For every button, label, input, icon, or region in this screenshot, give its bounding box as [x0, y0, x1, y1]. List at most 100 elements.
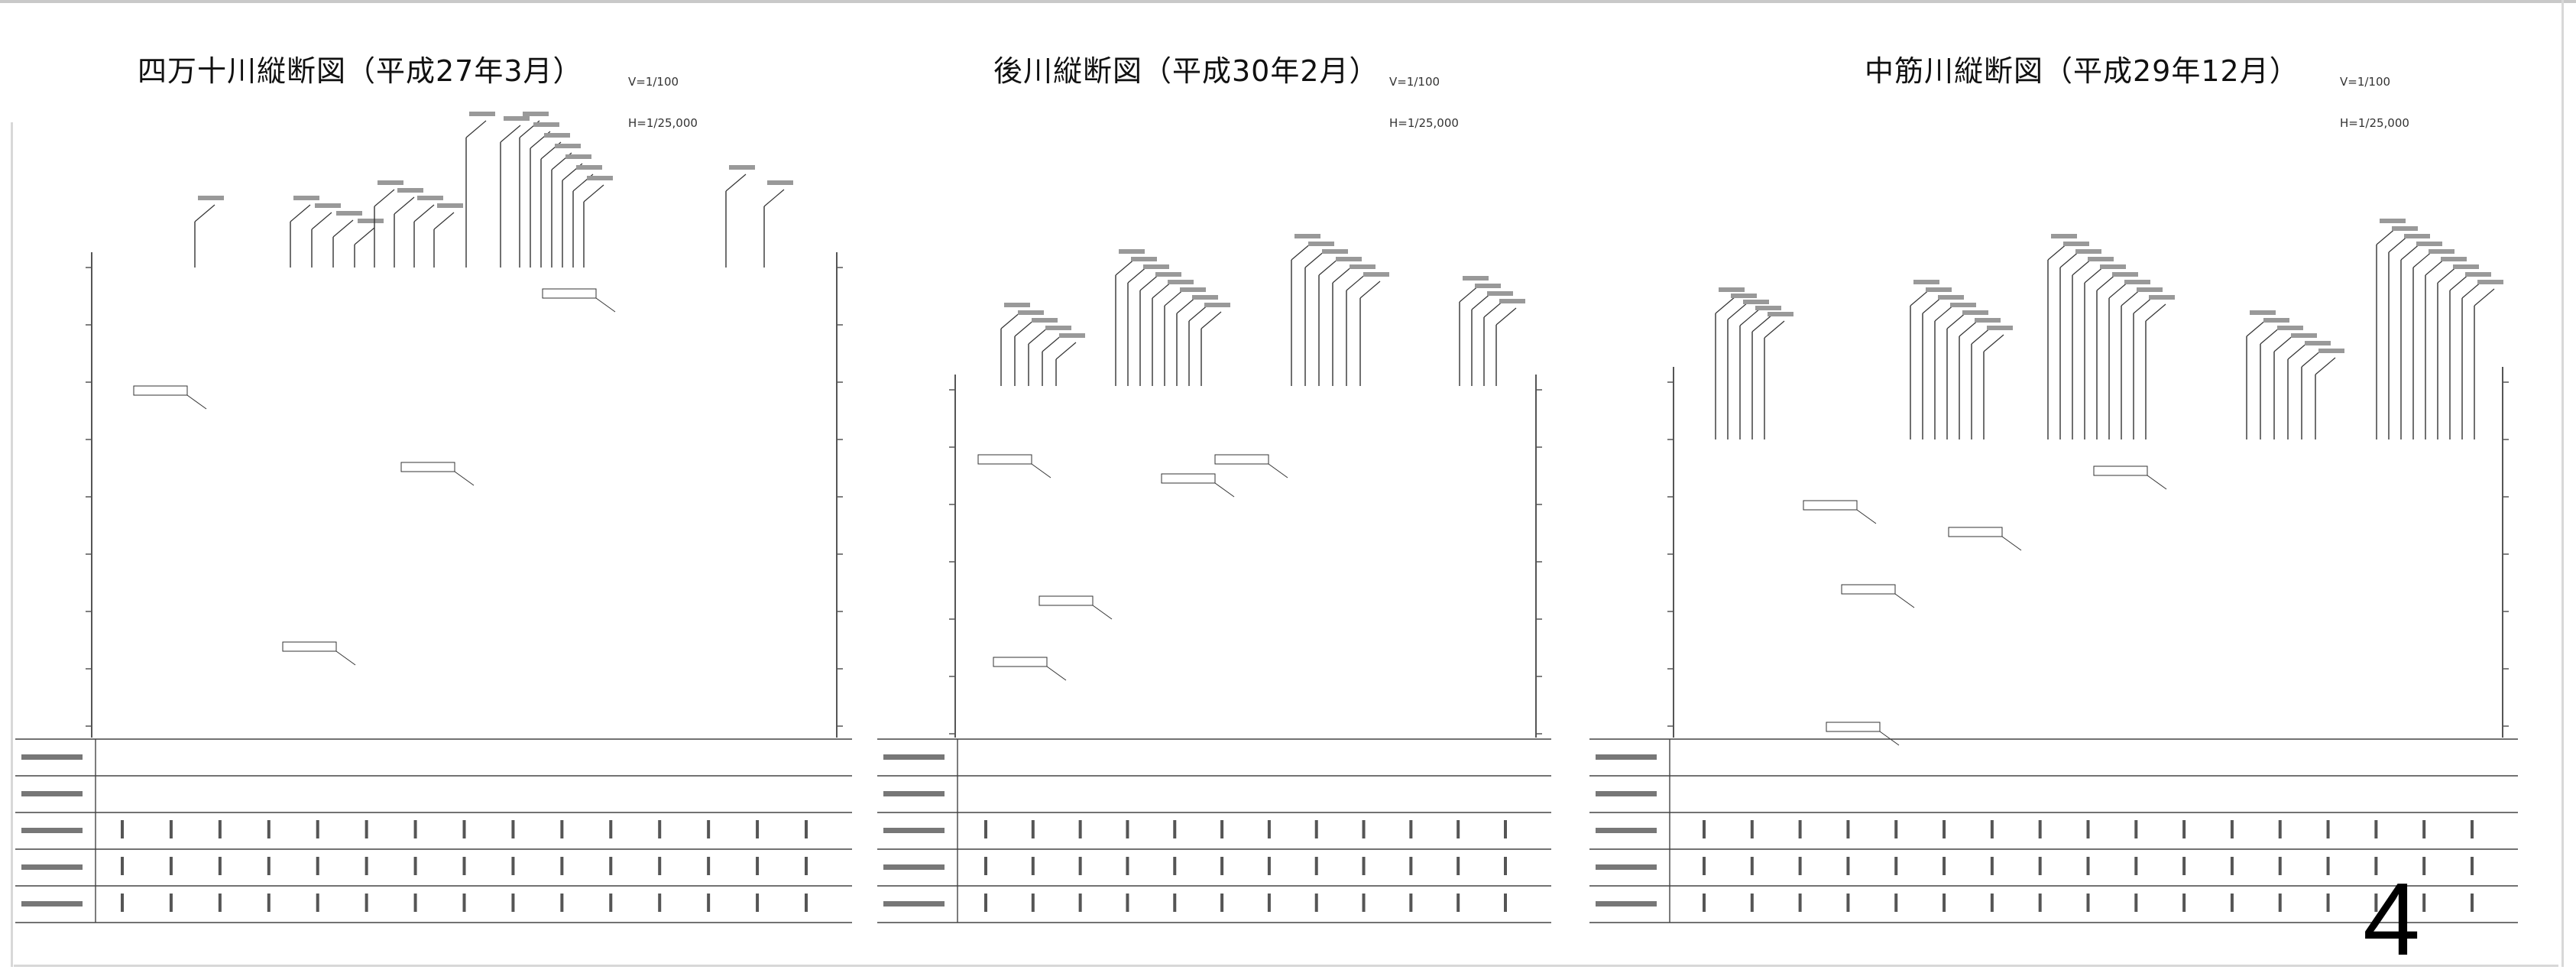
curve-label-tag: [542, 288, 597, 299]
table-cell-mark: [1990, 857, 1994, 875]
table-cell-mark: [365, 857, 368, 875]
station-label-mark: [397, 188, 423, 193]
station-label-mark: [1336, 257, 1362, 261]
station-label-mark: [576, 165, 602, 170]
table-cell-mark: [756, 894, 760, 912]
station-label-mark: [523, 112, 549, 116]
table-cell-mark: [756, 820, 760, 838]
table-cell-mark: [984, 857, 987, 875]
station-label-mark: [587, 176, 613, 180]
table-cell-mark: [1314, 894, 1318, 912]
curve-label-leader: [2001, 536, 2022, 551]
station-leader-line: [1304, 250, 1326, 268]
station-leader-line: [354, 227, 375, 245]
profile-diagram-shimanto: [0, 0, 852, 923]
curve-label-tag: [1803, 500, 1858, 511]
table-cell-mark: [560, 857, 564, 875]
table-cell-mark: [2086, 820, 2090, 838]
station-leader-line: [433, 212, 455, 230]
station-leader-line: [1014, 319, 1035, 337]
station-label-mark: [2465, 272, 2491, 277]
station-leader-line: [2287, 342, 2309, 360]
table-cell-mark: [1943, 857, 1946, 875]
table-cell-mark: [1504, 857, 1507, 875]
table-row-header-mark: [883, 901, 945, 907]
table-cell-mark: [1031, 857, 1035, 875]
curve-label-leader: [454, 471, 475, 486]
station-leader-line: [194, 204, 215, 222]
table-cell-mark: [2278, 894, 2282, 912]
curve-label-leader: [335, 650, 356, 666]
table-cell-mark: [1456, 894, 1460, 912]
table-cell-mark: [2278, 820, 2282, 838]
table-row-header-mark: [21, 828, 83, 833]
station-label-mark: [504, 116, 530, 121]
table-cell-mark: [511, 894, 515, 912]
table-cell-mark: [121, 820, 124, 838]
station-label-mark: [1032, 318, 1058, 323]
table-cell-mark: [462, 857, 466, 875]
station-label-mark: [2416, 242, 2442, 246]
table-cell-mark: [1846, 857, 1850, 875]
station-label-mark: [1192, 295, 1218, 300]
table-cell-mark: [1703, 857, 1706, 875]
curve-label-leader: [186, 394, 207, 410]
station-leader-line: [1751, 314, 1773, 332]
station-label-mark: [315, 203, 341, 208]
table-cell-mark: [609, 894, 613, 912]
table-row-header-mark: [883, 791, 945, 796]
table-cell-mark: [1031, 820, 1035, 838]
panel-nakasuji: 中筋川縦断図（平成29年12月） V=1/100 H=1/25,000: [1574, 0, 2560, 973]
station-leader-line: [1727, 302, 1748, 320]
station-leader-line: [394, 196, 415, 215]
curve-label-tag: [1826, 722, 1881, 732]
table-cell-mark: [1031, 894, 1035, 912]
table-cell-mark: [805, 894, 808, 912]
table-cell-mark: [805, 820, 808, 838]
table-cell-mark: [1362, 894, 1366, 912]
table-row-header-mark: [883, 828, 945, 833]
curve-label-tag: [1841, 584, 1896, 595]
right-border: [2561, 0, 2564, 967]
table-cell-mark: [511, 857, 515, 875]
scale-vertical: V=1/100: [2340, 75, 2391, 89]
station-label-mark: [377, 180, 403, 185]
scale-vertical: V=1/100: [1389, 75, 1440, 89]
table-cell-mark: [2134, 894, 2138, 912]
table-cell-mark: [609, 857, 613, 875]
station-leader-line: [465, 120, 487, 138]
station-label-mark: [2063, 242, 2089, 246]
station-leader-line: [1495, 307, 1517, 326]
table-cell-mark: [462, 820, 466, 838]
station-label-mark: [1950, 303, 1976, 307]
station-leader-line: [583, 184, 604, 203]
station-leader-line: [1332, 265, 1353, 284]
table-cell-mark: [2471, 820, 2474, 838]
station-label-mark: [767, 180, 793, 185]
table-cell-mark: [267, 894, 271, 912]
table-cell-mark: [560, 820, 564, 838]
table-cell-mark: [707, 894, 711, 912]
table-cell-mark: [1220, 894, 1224, 912]
station-label-mark: [1363, 272, 1389, 277]
table-cell-mark: [1798, 820, 1802, 838]
station-label-mark: [1018, 310, 1044, 315]
table-cell-mark: [2182, 894, 2186, 912]
station-label-mark: [533, 122, 559, 127]
station-label-mark: [437, 203, 463, 208]
station-leader-line: [725, 174, 747, 192]
table-cell-mark: [316, 820, 319, 838]
station-leader-line: [1042, 334, 1063, 352]
station-leader-line: [1983, 334, 2004, 352]
panel-title: 後川縦断図（平成30年2月）: [993, 54, 1379, 88]
station-label-mark: [1294, 234, 1320, 238]
scale-horizontal: H=1/25,000: [1389, 116, 1459, 130]
table-row-header-mark: [21, 791, 83, 796]
table-cell-mark: [365, 820, 368, 838]
table-cell-mark: [658, 820, 662, 838]
curve-label-tag: [133, 385, 188, 396]
table-cell-mark: [1798, 894, 1802, 912]
curve-label-leader: [595, 297, 616, 313]
station-leader-line: [1359, 281, 1381, 299]
station-label-mark: [544, 133, 570, 138]
